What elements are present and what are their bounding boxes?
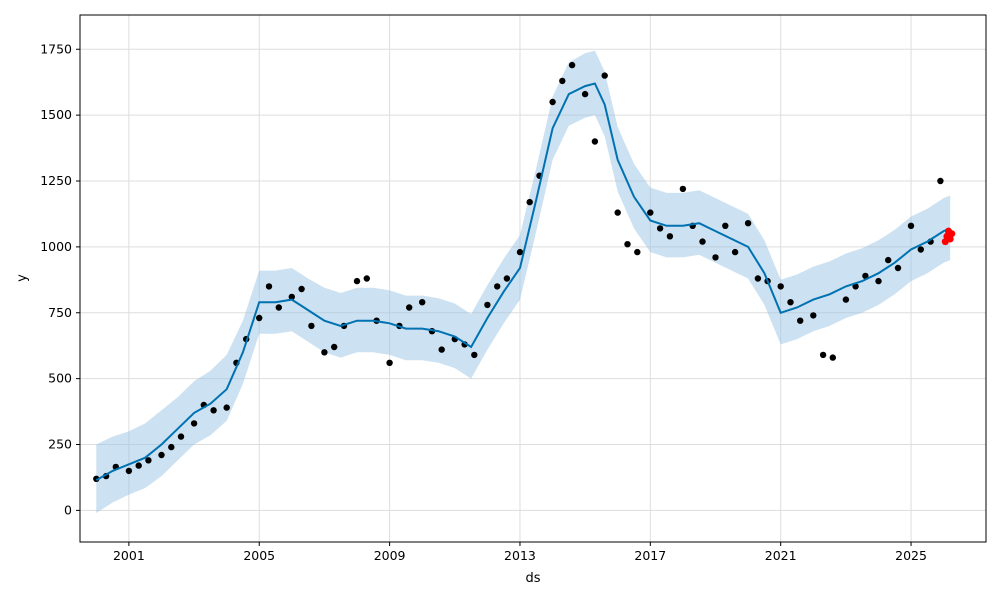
- y-tick-label: 500: [48, 371, 72, 386]
- observed-point: [907, 222, 915, 229]
- observed-point: [862, 272, 869, 280]
- forecast-line: [95, 82, 951, 481]
- observed-point: [353, 277, 361, 285]
- observed-point: [722, 222, 729, 229]
- observed-point: [810, 312, 817, 319]
- x-tick-label: 2021: [765, 548, 797, 563]
- observed-point: [731, 248, 739, 256]
- observed-point: [917, 246, 924, 253]
- observed-point: [265, 283, 273, 290]
- x-tick-label: 2001: [113, 548, 145, 563]
- y-tick-label: 0: [64, 502, 72, 517]
- y-axis-label: y: [15, 274, 30, 282]
- y-tick-label: 1250: [40, 173, 72, 188]
- y-tick-label: 1500: [40, 107, 72, 122]
- observed-point: [787, 299, 794, 306]
- future-point: [946, 235, 954, 243]
- observed-point: [526, 198, 533, 206]
- observed-point: [516, 248, 524, 256]
- observed-point: [177, 433, 185, 440]
- observed-point: [363, 275, 370, 282]
- observed-point: [819, 351, 827, 359]
- observed-point: [93, 475, 100, 482]
- observed-point: [885, 256, 892, 264]
- observed-point: [647, 209, 654, 216]
- x-tick-label: 2005: [243, 548, 275, 563]
- observed-point: [321, 349, 328, 356]
- observed-point: [406, 304, 413, 311]
- y-tick-label: 750: [48, 305, 72, 320]
- observed-point: [937, 177, 944, 185]
- observed-point: [145, 457, 152, 464]
- observed-point: [503, 275, 511, 282]
- observed-point: [744, 220, 752, 227]
- observed-point: [471, 351, 478, 359]
- y-tick-label: 250: [48, 437, 72, 452]
- observed-point: [494, 283, 501, 290]
- observed-points: [93, 61, 944, 482]
- observed-point: [559, 77, 566, 85]
- observed-point: [438, 346, 445, 353]
- observed-point: [568, 61, 576, 69]
- x-tick-label: 2017: [634, 548, 666, 563]
- x-tick-label: 2013: [504, 548, 536, 563]
- grid: [80, 15, 986, 542]
- x-axis-label: ds: [525, 571, 540, 586]
- observed-point: [875, 277, 882, 285]
- observed-point: [754, 275, 762, 282]
- observed-point: [549, 98, 556, 106]
- observed-point: [666, 233, 674, 240]
- observed-point: [842, 296, 850, 303]
- plot-frame: [79, 14, 987, 543]
- y-axis: 0 250 500 750 1000 1250 1500 1750: [40, 41, 80, 517]
- observed-point: [298, 285, 305, 293]
- future-points: [941, 227, 956, 246]
- observed-point: [419, 299, 426, 306]
- observed-point: [331, 343, 338, 351]
- observed-point: [256, 314, 263, 322]
- observed-point: [894, 264, 902, 272]
- observed-point: [210, 407, 217, 414]
- observed-point: [581, 90, 589, 98]
- y-tick-label: 1000: [40, 239, 72, 254]
- observed-point: [158, 451, 165, 459]
- observed-point: [777, 283, 784, 290]
- observed-point: [624, 241, 631, 248]
- observed-point: [829, 354, 836, 361]
- x-axis: 2001 2005 2009 2013 2017 2021 2025: [113, 542, 927, 563]
- observed-point: [484, 301, 491, 309]
- observed-point: [679, 185, 687, 193]
- observed-point: [712, 254, 719, 261]
- x-tick-label: 2025: [895, 548, 927, 563]
- observed-point: [223, 404, 230, 411]
- observed-point: [591, 138, 599, 145]
- observed-point: [288, 293, 295, 301]
- observed-point: [190, 420, 198, 427]
- observed-point: [797, 317, 804, 324]
- observed-point: [656, 225, 664, 232]
- uncertainty-band: [96, 50, 951, 513]
- observed-point: [135, 462, 142, 469]
- observed-point: [125, 467, 133, 475]
- x-tick-label: 2009: [374, 548, 406, 563]
- observed-point: [699, 238, 706, 245]
- observed-point: [168, 443, 175, 451]
- future-point: [948, 230, 956, 238]
- y-tick-label: 1750: [40, 41, 72, 56]
- observed-point: [308, 322, 315, 330]
- observed-point: [386, 359, 393, 366]
- observed-point: [614, 209, 621, 216]
- observed-point: [601, 72, 608, 79]
- observed-point: [275, 304, 282, 311]
- observed-point: [634, 248, 641, 256]
